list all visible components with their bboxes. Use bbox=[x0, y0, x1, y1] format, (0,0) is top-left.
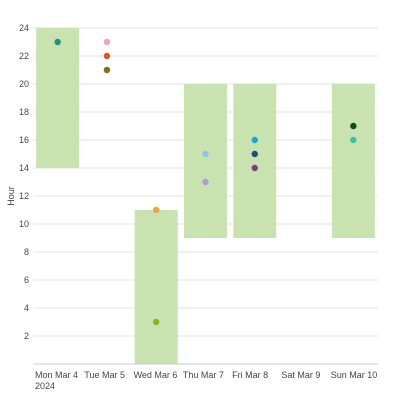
data-points bbox=[54, 38, 357, 326]
y-tick-label: 8 bbox=[24, 247, 29, 257]
y-tick-label: 20 bbox=[19, 79, 29, 89]
y-tick-label: 14 bbox=[19, 163, 29, 173]
y-tick-label: 10 bbox=[19, 219, 29, 229]
data-point bbox=[350, 136, 357, 144]
data-point bbox=[251, 150, 258, 158]
data-point bbox=[202, 178, 209, 186]
x-tick-label: Tue Mar 5 bbox=[84, 370, 125, 380]
x-tick-label: Fri Mar 8 bbox=[232, 370, 268, 380]
y-tick-label: 12 bbox=[19, 191, 29, 201]
y-tick-label: 16 bbox=[19, 135, 29, 145]
data-point bbox=[54, 38, 61, 46]
y-axis-title: Hour bbox=[6, 186, 16, 206]
data-point bbox=[350, 122, 357, 130]
x-tick-label: Mon Mar 4 bbox=[35, 370, 78, 380]
data-point bbox=[251, 136, 258, 144]
range-bar bbox=[331, 84, 375, 238]
data-point bbox=[153, 318, 160, 326]
y-tick-label: 22 bbox=[19, 51, 29, 61]
y-tick-label: 18 bbox=[19, 107, 29, 117]
range-bar bbox=[233, 84, 277, 238]
range-bar bbox=[134, 210, 178, 364]
y-tick-label: 24 bbox=[19, 23, 29, 33]
x-tick-label: Wed Mar 6 bbox=[134, 370, 178, 380]
data-point bbox=[103, 52, 111, 60]
range-bar bbox=[184, 84, 227, 238]
x-tick-label: Sat Mar 9 bbox=[281, 370, 320, 380]
data-point bbox=[153, 206, 160, 214]
data-point bbox=[103, 38, 111, 46]
data-point bbox=[103, 66, 111, 74]
y-tick-label: 6 bbox=[24, 275, 29, 285]
x-tick-label: Sun Mar 10 bbox=[331, 370, 378, 380]
x-tick-sublabel: 2024 bbox=[35, 381, 55, 391]
range-bars bbox=[36, 28, 375, 364]
x-tick-label: Thu Mar 7 bbox=[183, 370, 224, 380]
data-point bbox=[202, 150, 209, 158]
range-bar bbox=[36, 28, 80, 168]
y-tick-label: 2 bbox=[24, 331, 29, 341]
data-point bbox=[251, 164, 258, 172]
y-tick-label: 4 bbox=[24, 303, 29, 313]
